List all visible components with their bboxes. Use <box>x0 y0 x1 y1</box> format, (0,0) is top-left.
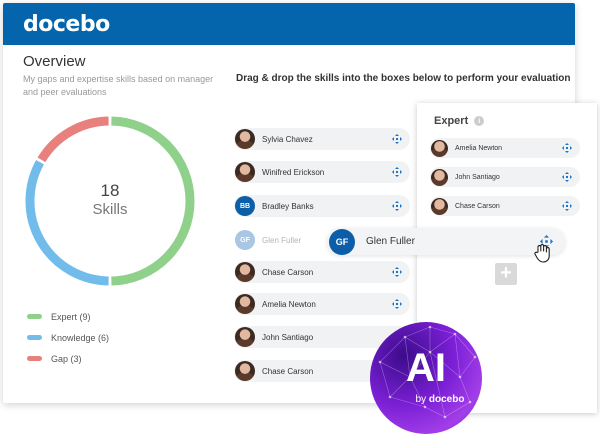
skill-name: Bradley Banks <box>262 201 314 211</box>
legend-label-knowledge: Knowledge (6) <box>51 332 110 343</box>
skill-chip[interactable]: Winifred Erickson <box>234 161 410 183</box>
docebo-logo[interactable]: docebo <box>23 11 110 37</box>
move-arrows-icon[interactable] <box>540 235 553 248</box>
skill-chip[interactable]: Chase Carson <box>234 360 410 382</box>
info-icon[interactable]: i <box>474 116 485 126</box>
ai-brand: docebo <box>428 394 465 405</box>
overview-title: Overview <box>23 53 86 70</box>
skill-name: John Santiago <box>262 332 314 342</box>
legend-swatch-expert <box>27 314 42 319</box>
move-arrows-icon[interactable] <box>392 167 402 177</box>
skill-name: Glen Fuller <box>366 236 415 247</box>
ai-label: AI <box>406 346 446 390</box>
move-arrows-icon[interactable] <box>562 172 572 182</box>
grab-hand-icon <box>534 244 550 263</box>
skills-donut-chart <box>25 116 195 286</box>
avatar <box>431 168 448 186</box>
expert-panel-title: Expert <box>434 115 469 127</box>
app-header: docebo <box>3 3 575 45</box>
expert-skill-chip[interactable]: John Santiago <box>430 167 580 187</box>
legend-label-gap: Gap (3) <box>51 353 82 364</box>
skills-total-label: Skills <box>92 201 128 218</box>
legend-swatch-gap <box>27 356 42 361</box>
avatar <box>235 361 255 381</box>
move-arrows-icon[interactable] <box>562 201 572 211</box>
legend-label-expert: Expert (9) <box>51 311 91 322</box>
ai-byline: by docebo <box>370 394 482 405</box>
skill-name: Sylvia Chavez <box>262 134 313 144</box>
skill-chip[interactable]: BB Bradley Banks <box>234 195 410 217</box>
donut-segment-gap <box>37 116 109 163</box>
skill-name: Amelia Newton <box>455 144 503 152</box>
skill-chip[interactable]: John Santiago <box>234 326 410 348</box>
move-arrows-icon[interactable] <box>392 267 402 277</box>
add-skill-button[interactable]: + <box>495 263 517 285</box>
move-arrows-icon[interactable] <box>392 299 402 309</box>
legend-swatch-knowledge <box>27 335 42 340</box>
skill-name: Glen Fuller <box>262 235 302 245</box>
dragged-skill-chip[interactable]: GF Glen Fuller <box>327 228 565 255</box>
legend-item-expert: Expert (9) <box>27 306 109 327</box>
ai-by-docebo-badge: AI by docebo <box>370 322 482 434</box>
skills-total: 18 <box>100 181 120 200</box>
legend-item-gap: Gap (3) <box>27 348 109 369</box>
expert-skill-chip[interactable]: Amelia Newton <box>430 138 580 158</box>
avatar <box>235 262 255 282</box>
skill-name: Chase Carson <box>262 267 314 277</box>
avatar: GF <box>329 228 355 255</box>
expert-skill-chip[interactable]: Chase Carson <box>430 196 580 216</box>
ai-by: by <box>415 394 427 405</box>
expert-panel-header: Expert i <box>434 115 485 127</box>
skill-chip[interactable]: Sylvia Chavez <box>234 128 410 150</box>
avatar <box>235 294 255 314</box>
move-arrows-icon[interactable] <box>562 143 572 153</box>
avatar <box>431 197 448 215</box>
avatar: BB <box>235 196 255 216</box>
legend-item-knowledge: Knowledge (6) <box>27 327 109 348</box>
avatar <box>235 129 255 149</box>
avatar <box>431 139 448 157</box>
skill-name: Winifred Erickson <box>262 167 325 177</box>
avatar <box>235 162 255 182</box>
skill-chip[interactable]: Amelia Newton <box>234 293 410 315</box>
donut-center: 18 Skills <box>24 181 196 219</box>
skill-name: Chase Carson <box>262 366 314 376</box>
skill-name: John Santiago <box>455 173 500 181</box>
skill-chip-placeholder: GF Glen Fuller <box>234 229 410 251</box>
donut-segment-expert <box>111 116 195 286</box>
move-arrows-icon[interactable] <box>392 134 402 144</box>
move-arrows-icon[interactable] <box>392 201 402 211</box>
overview-subtitle: My gaps and expertise skills based on ma… <box>23 74 214 97</box>
chart-legend: Expert (9) Knowledge (6) Gap (3) <box>27 306 109 369</box>
avatar: GF <box>235 230 255 250</box>
donut-segment-knowledge <box>25 160 109 286</box>
network-pattern <box>378 325 477 419</box>
skill-name: Chase Carson <box>455 202 500 210</box>
skill-chip[interactable]: Chase Carson <box>234 261 410 283</box>
skill-name: Amelia Newton <box>262 299 316 309</box>
avatar <box>235 327 255 347</box>
expert-drop-zone[interactable]: Expert i Amelia Newton John Santiago Cha… <box>417 103 597 413</box>
drag-drop-instruction: Drag & drop the skills into the boxes be… <box>236 73 571 84</box>
